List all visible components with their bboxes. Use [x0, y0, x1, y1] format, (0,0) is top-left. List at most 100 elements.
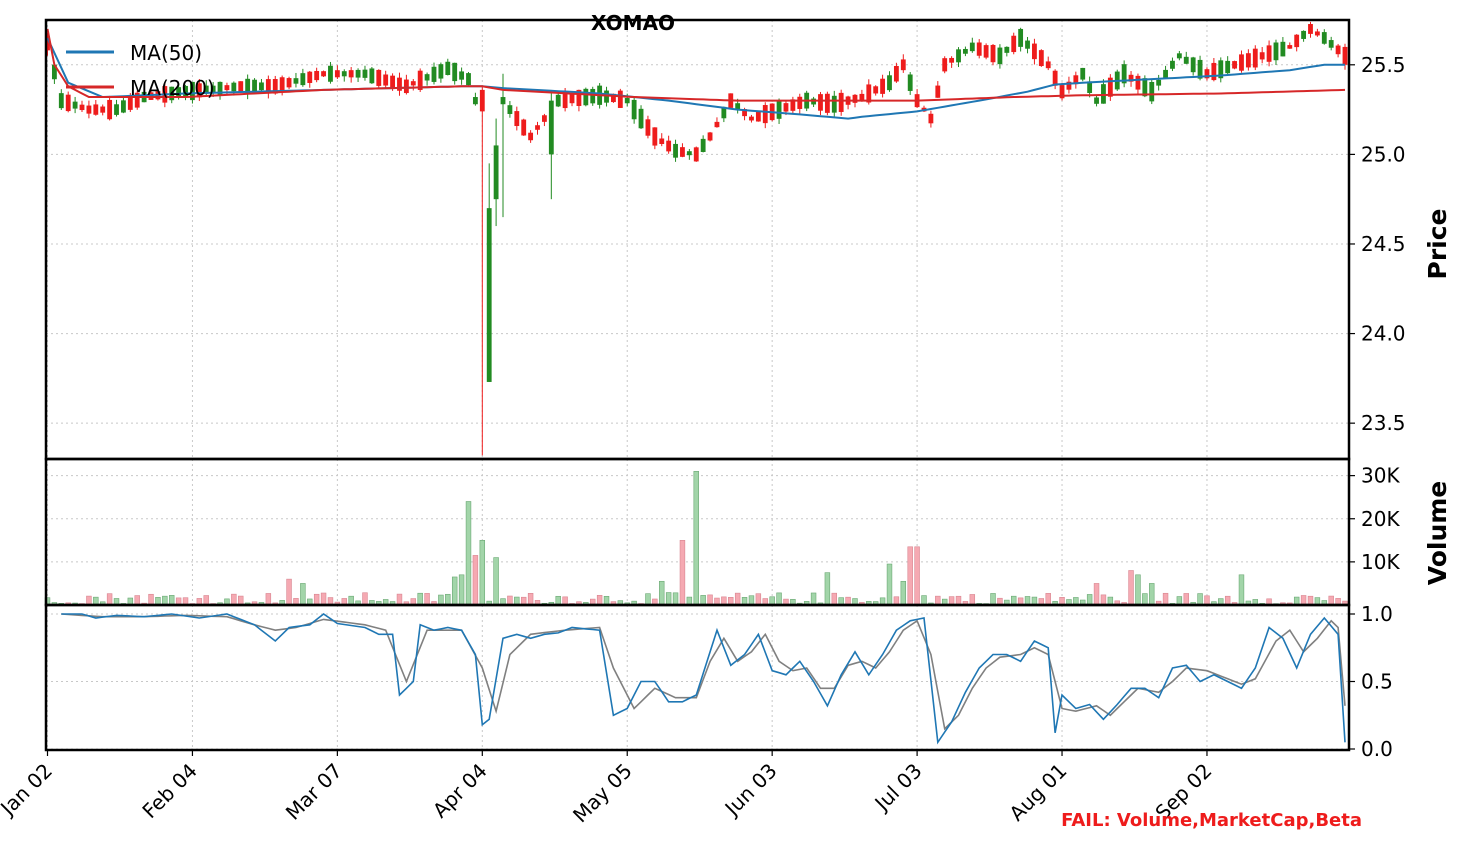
candle-body — [1066, 81, 1072, 90]
candle-body — [1135, 75, 1141, 90]
candle-body — [790, 99, 796, 111]
stoch-tick-label: 0.5 — [1361, 670, 1393, 694]
candle — [417, 68, 423, 93]
candle-body — [1266, 45, 1272, 62]
candle — [631, 96, 637, 124]
candle-body — [196, 83, 202, 98]
candle-body — [824, 93, 830, 113]
candle — [1135, 73, 1141, 95]
candle-body — [1294, 34, 1300, 48]
candle — [976, 39, 982, 59]
candle-body — [438, 64, 444, 79]
candle — [355, 68, 361, 82]
candle-body — [1170, 60, 1175, 69]
candle — [486, 163, 492, 382]
candle — [583, 87, 589, 107]
candle-body — [907, 74, 913, 91]
candle-body — [1225, 60, 1231, 74]
candle-body — [107, 99, 113, 120]
candle-body — [735, 103, 741, 111]
volume-bar — [238, 595, 244, 606]
volume-bar — [748, 595, 755, 606]
candle-body — [611, 93, 616, 103]
volume-bar — [831, 592, 837, 606]
candle-body — [700, 138, 706, 152]
candle-body — [1018, 28, 1024, 47]
candle — [1156, 74, 1162, 91]
candle — [1294, 34, 1300, 52]
candle-body — [1121, 64, 1127, 84]
stoch-d-line — [61, 613, 1346, 731]
candle — [1163, 65, 1168, 78]
x-tick-label: Jan 02 — [0, 759, 57, 822]
x-tick-label: Apr 04 — [428, 759, 492, 823]
volume-bar — [1011, 595, 1017, 606]
candle-body — [314, 70, 320, 81]
volume-bar — [659, 580, 665, 606]
candle — [873, 85, 879, 96]
candle-body — [562, 91, 568, 109]
candle — [1183, 51, 1189, 65]
candle — [714, 117, 720, 128]
price-tick-label: 24.0 — [1361, 322, 1406, 346]
candle — [831, 90, 837, 118]
candle-body — [1156, 79, 1162, 86]
volume-bar — [679, 540, 686, 606]
candle — [1073, 71, 1079, 89]
candle — [514, 106, 520, 131]
volume-bar — [465, 501, 472, 606]
price-tick-label: 25.0 — [1361, 142, 1406, 166]
volume-bar — [313, 593, 320, 606]
candle — [300, 68, 306, 87]
candle — [58, 89, 64, 110]
candle-body — [541, 115, 547, 122]
candle-body — [776, 100, 782, 119]
candle-body — [1073, 75, 1079, 85]
candle-body — [659, 138, 665, 145]
candle — [328, 61, 333, 84]
candle — [1066, 76, 1072, 94]
candle — [604, 86, 609, 107]
candle-body — [942, 58, 948, 72]
candle — [334, 65, 340, 79]
candle-body — [528, 132, 534, 141]
volume-bar — [203, 595, 209, 606]
candle-body — [93, 104, 99, 115]
candle-body — [493, 145, 499, 200]
candle-body — [321, 71, 326, 77]
candle-body — [873, 86, 879, 94]
x-tick-label: May 05 — [568, 759, 637, 828]
candle-body — [100, 106, 106, 113]
candle — [1176, 50, 1182, 61]
candle-body — [617, 90, 623, 108]
candle-body — [245, 78, 251, 94]
candle-body — [638, 108, 644, 129]
candle — [51, 63, 57, 84]
candle-body — [1032, 43, 1037, 60]
candle — [72, 96, 78, 114]
candle-body — [1142, 78, 1148, 97]
candle-body — [755, 111, 761, 122]
candle-body — [224, 85, 230, 91]
volume-bar — [886, 563, 893, 606]
candle — [969, 37, 975, 53]
volume-bar — [990, 593, 996, 606]
candle — [369, 66, 375, 84]
candle — [252, 78, 257, 93]
candle-body — [666, 140, 672, 152]
candle — [500, 73, 506, 218]
candle-body — [472, 97, 478, 105]
candle — [397, 72, 402, 96]
candle-body — [1052, 70, 1058, 86]
candle — [541, 113, 547, 127]
grid — [46, 20, 1349, 750]
candle — [1018, 27, 1024, 52]
volume-bar — [969, 594, 976, 606]
candle — [956, 47, 961, 68]
candle — [245, 74, 251, 100]
candle-body — [969, 42, 975, 52]
volume-bar — [665, 592, 672, 606]
volume-bar — [921, 595, 927, 606]
volume-bar — [700, 595, 706, 606]
